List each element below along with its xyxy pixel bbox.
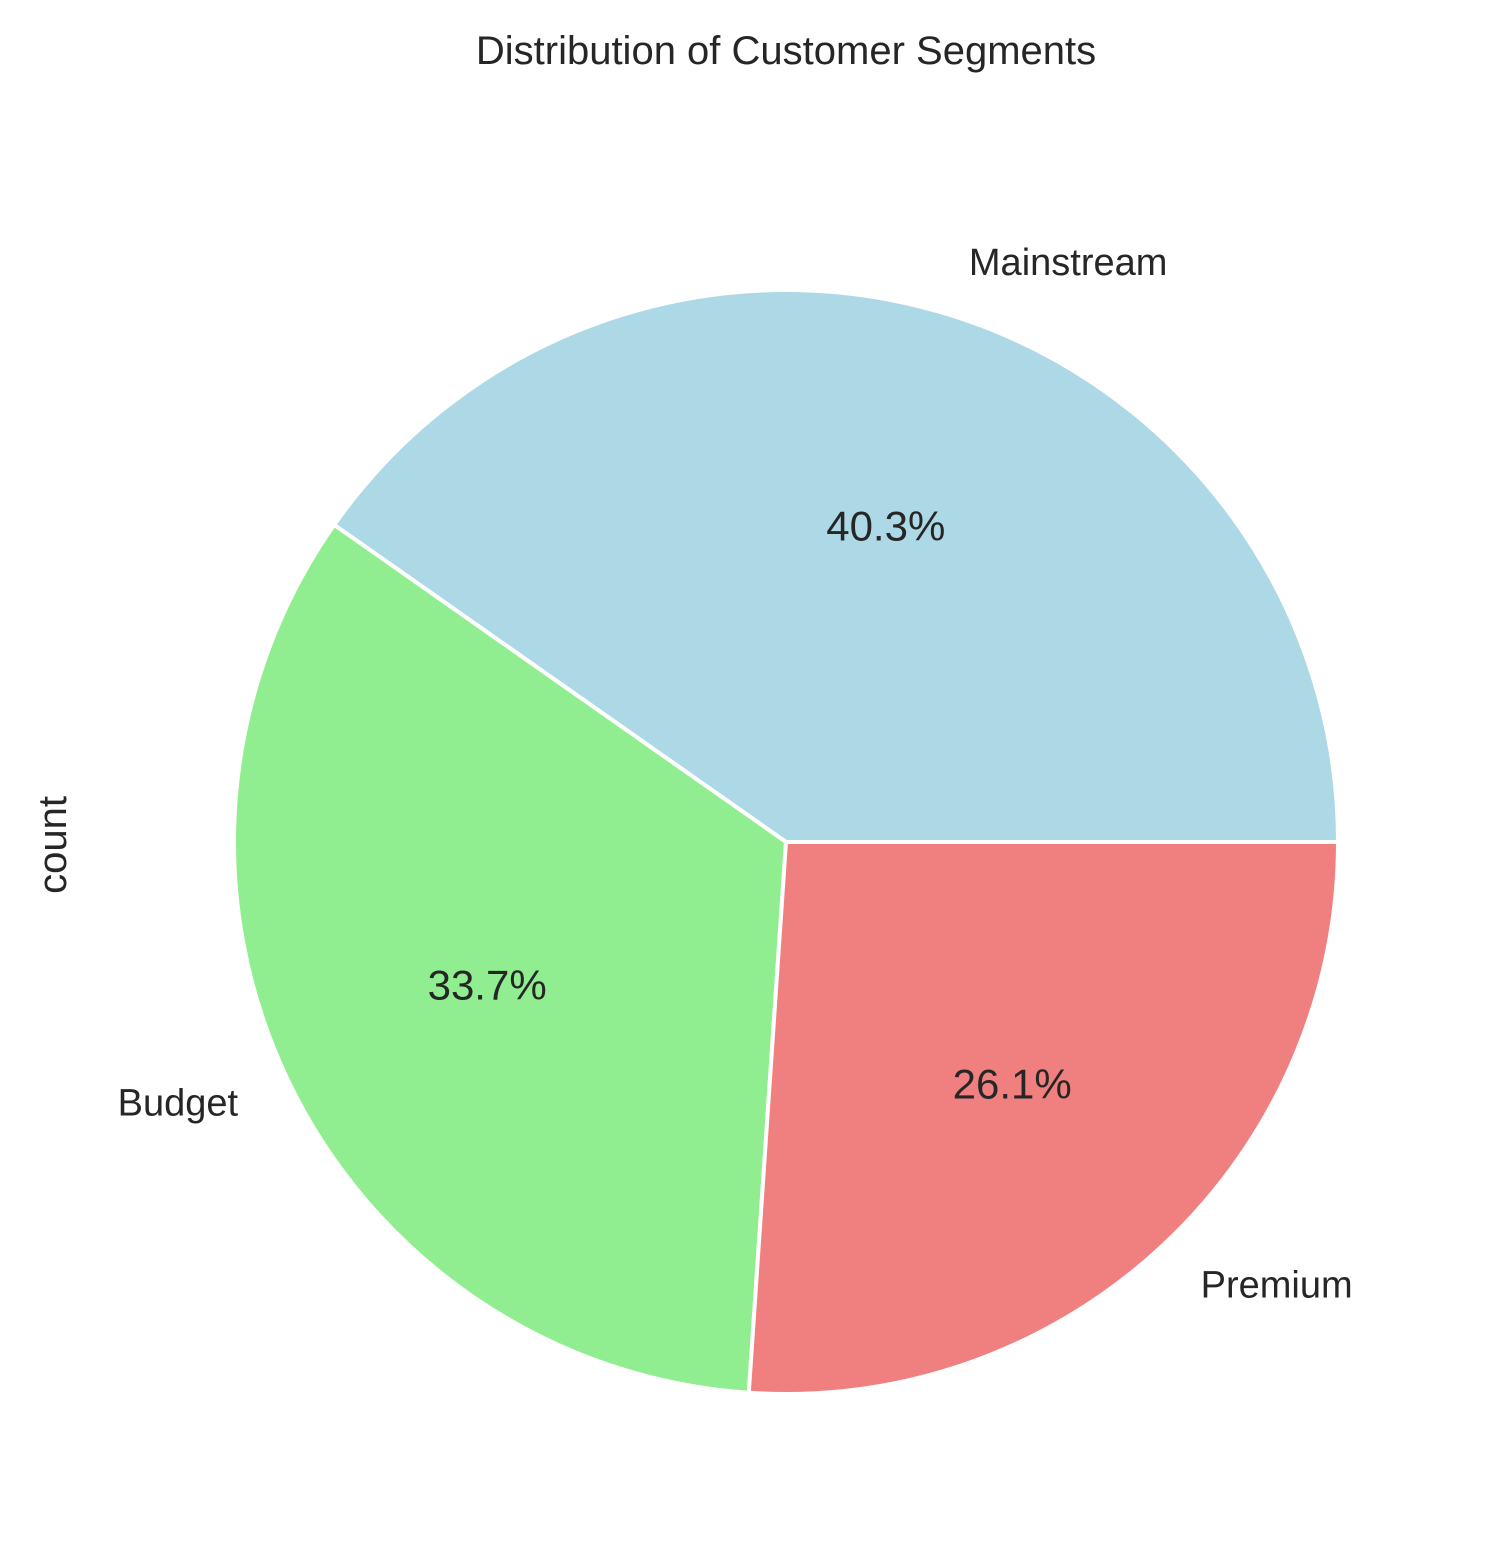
pie-percent-label-mainstream: 40.3%: [826, 503, 945, 550]
pie-category-label-mainstream: Mainstream: [969, 242, 1168, 284]
pie-labels: 40.3% Mainstream 33.7% Budget 26.1% Premium: [118, 242, 1353, 1307]
pie-percent-label-premium: 26.1%: [953, 1060, 1072, 1107]
chart-title: Distribution of Customer Segments: [476, 29, 1096, 73]
pie-slice-premium: [746, 840, 1340, 1396]
pie-category-label-premium: Premium: [1201, 1265, 1353, 1307]
pie-percent-label-budget: 33.7%: [428, 961, 547, 1008]
pie-slice-budget: [232, 522, 788, 1395]
y-axis-label: count: [31, 796, 75, 894]
pie-category-label-budget: Budget: [118, 1083, 239, 1125]
pie-slices: [232, 288, 1340, 1396]
pie-slice-mainstream: [332, 288, 1340, 844]
